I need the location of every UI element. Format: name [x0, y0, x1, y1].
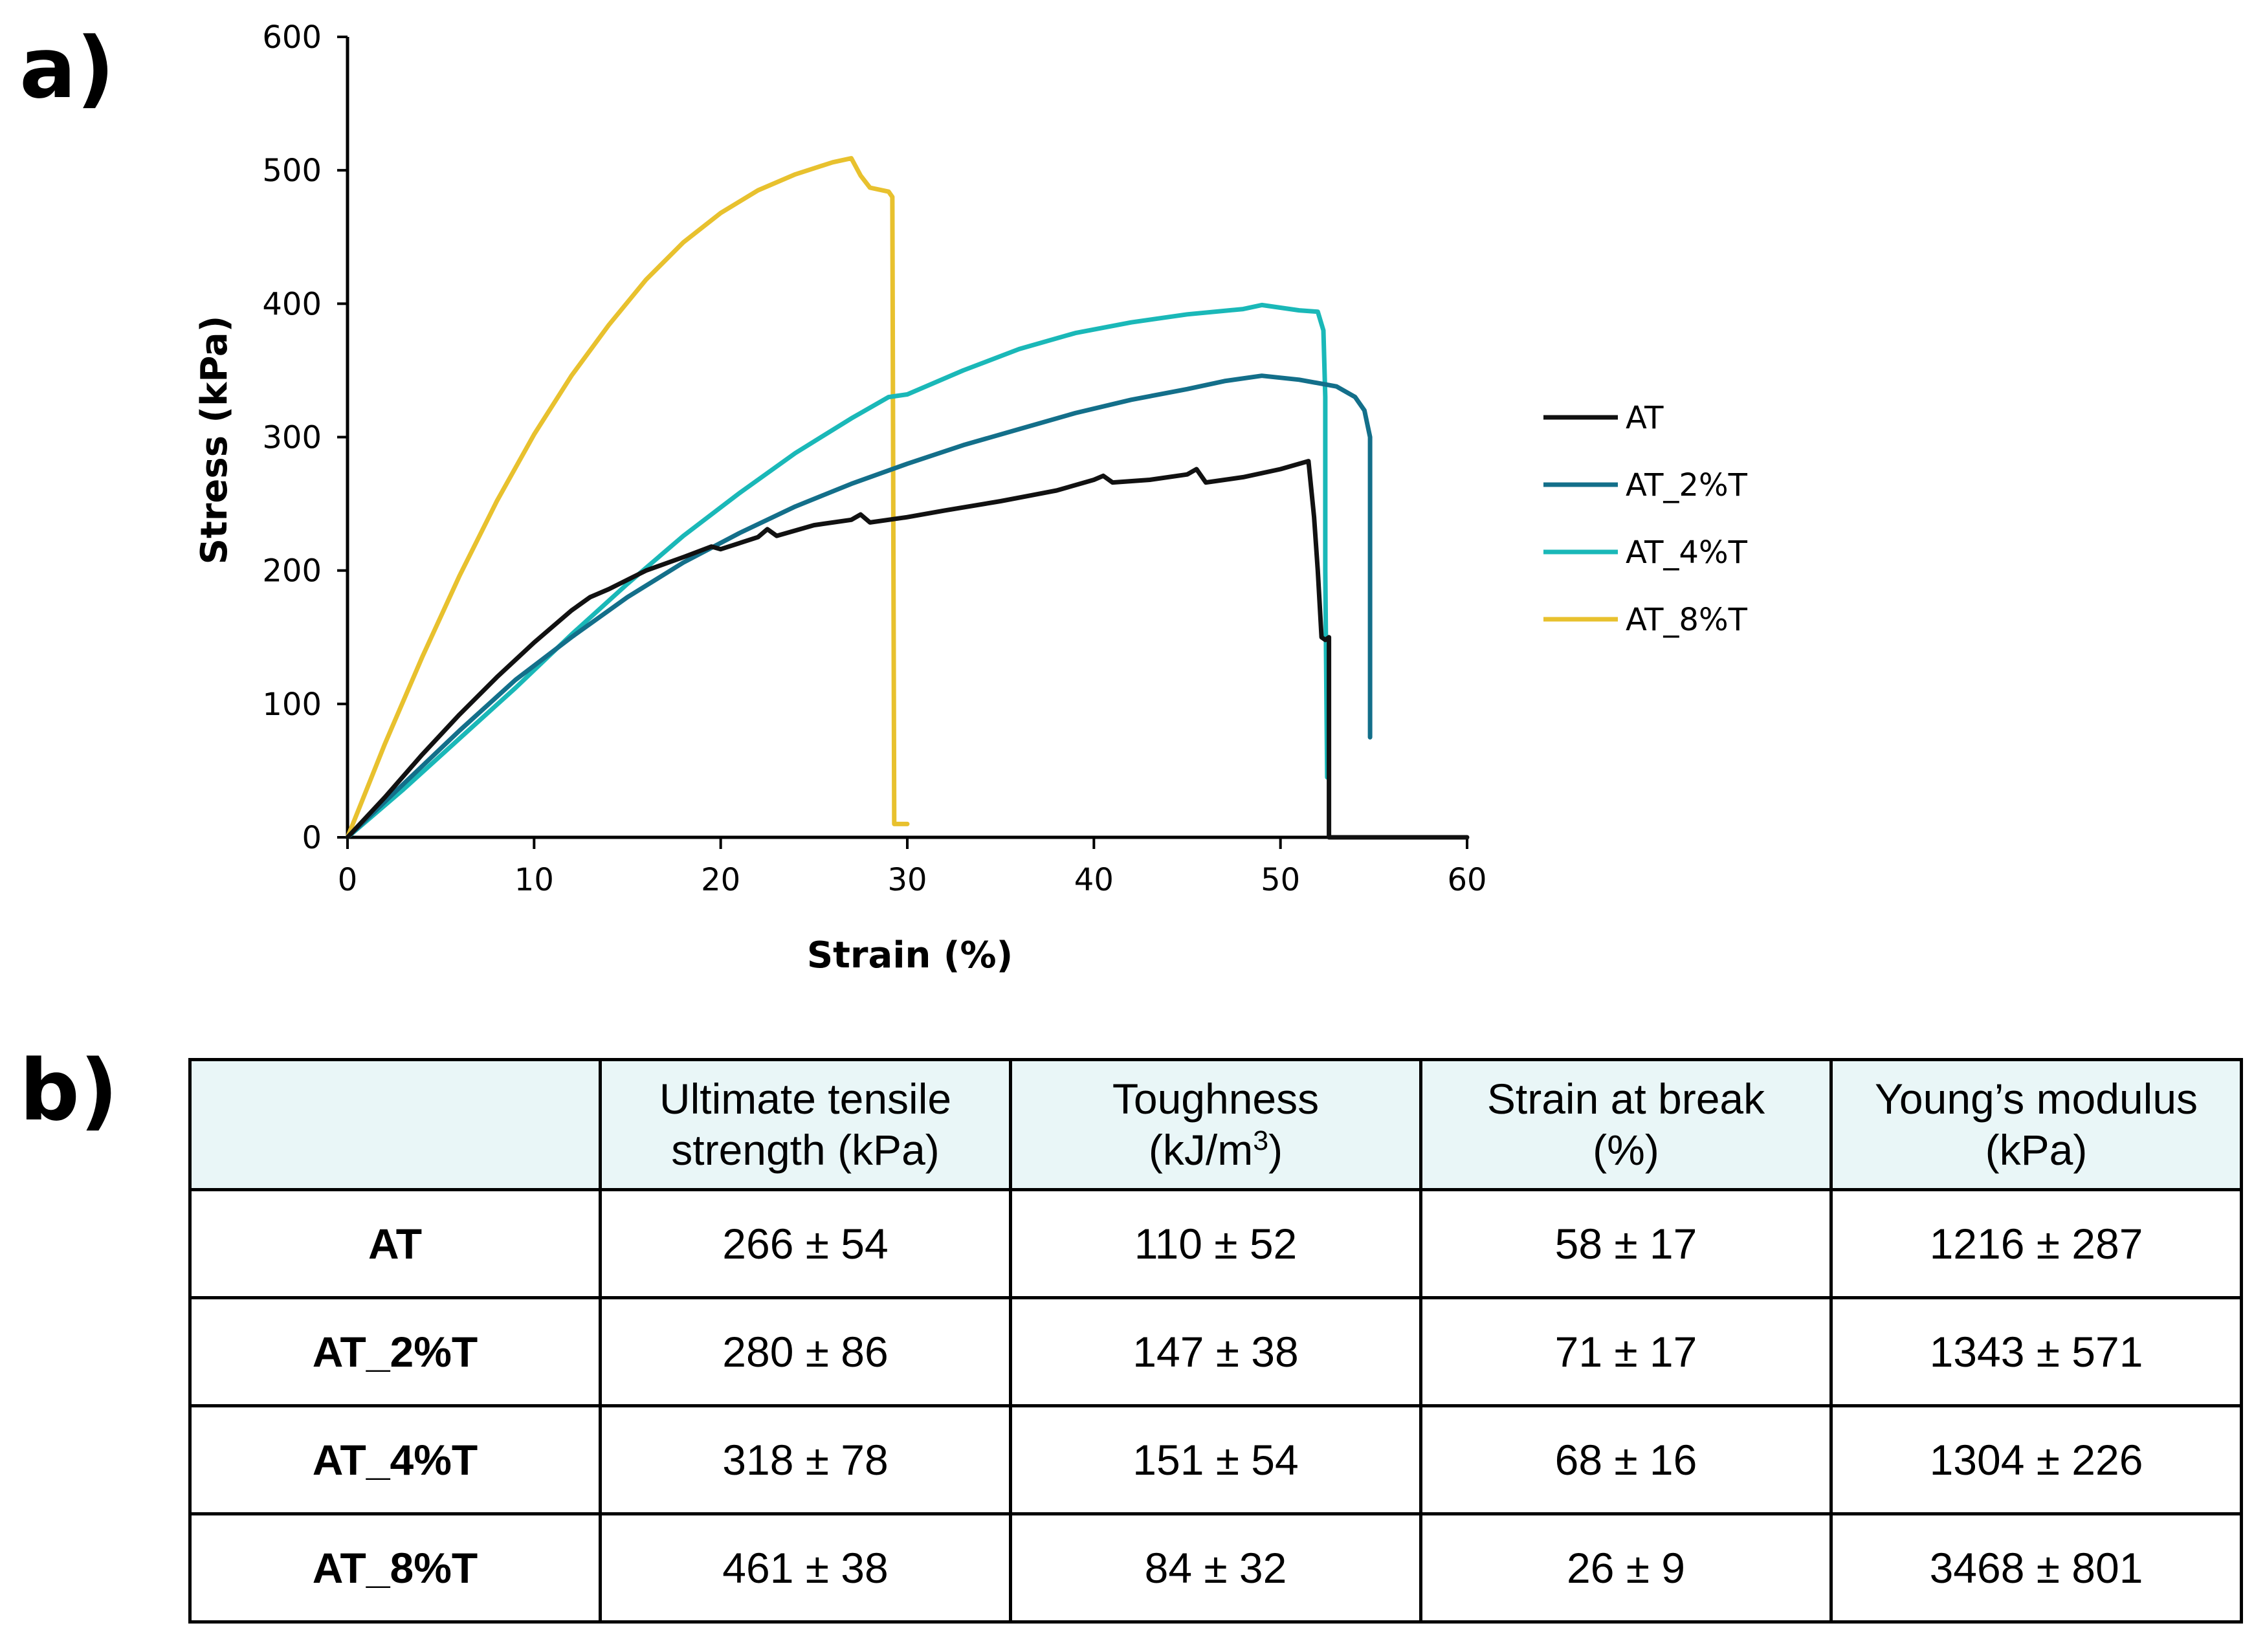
- table-cell: 1216 ± 287: [1829, 1188, 2243, 1299]
- table-cell: 110 ± 52: [1009, 1188, 1422, 1299]
- y-tick-label: 300: [262, 420, 322, 456]
- x-tick-label: 40: [1074, 862, 1114, 898]
- table-cell: 26 ± 9: [1419, 1512, 1833, 1624]
- chart-axes: 0 100 200 300 400 500 600 0 10 20 30 40 50 60: [262, 19, 1486, 898]
- table-row: AT_2%T 280 ± 86 147 ± 38 71 ± 17 1343 ± …: [188, 1296, 2243, 1407]
- y-tick-label: 600: [262, 19, 322, 56]
- table-cell: 266 ± 54: [599, 1188, 1012, 1299]
- table-cell: 1343 ± 571: [1829, 1296, 2243, 1407]
- table-header-youngs-modulus: Young’s modulus (kPa): [1829, 1058, 2243, 1191]
- series-line-at-8-t: [345, 156, 910, 840]
- panel-label-a: a): [19, 19, 115, 117]
- x-tick-label: 0: [338, 862, 358, 898]
- table-cell: 3468 ± 801: [1829, 1512, 2243, 1624]
- x-axis-title: Strain (%): [807, 934, 1013, 976]
- table-cell: 151 ± 54: [1009, 1404, 1422, 1515]
- row-label-at-4t: AT_4%T: [188, 1404, 602, 1515]
- table-cell: 1304 ± 226: [1829, 1404, 2243, 1515]
- x-tick-label: 50: [1261, 862, 1300, 898]
- table-cell: 318 ± 78: [599, 1404, 1012, 1515]
- y-tick-label: 100: [262, 687, 322, 723]
- table-header-empty: [188, 1058, 602, 1191]
- legend-label: AT_4%T: [1626, 534, 1748, 571]
- chart-series: [345, 156, 1470, 840]
- table-cell: 461 ± 38: [599, 1512, 1012, 1624]
- table-row: AT 266 ± 54 110 ± 52 58 ± 17 1216 ± 287: [188, 1188, 2243, 1299]
- series-line-at: [345, 459, 1470, 840]
- table-row: AT_4%T 318 ± 78 151 ± 54 68 ± 16 1304 ± …: [188, 1404, 2243, 1515]
- legend-label: AT_2%T: [1626, 467, 1748, 503]
- table-header-strain-at-break: Strain at break (%): [1419, 1058, 1833, 1191]
- x-tick-label: 20: [701, 862, 740, 898]
- row-label-at: AT: [188, 1188, 602, 1299]
- series-line-at-4-t: [345, 302, 1330, 840]
- table-header-toughness: Toughness (kJ/m3): [1009, 1058, 1422, 1191]
- stress-strain-chart: 0 100 200 300 400 500 600 0 10 20 30 40 50 60 AT AT_2%…: [193, 19, 1748, 976]
- table-cell: 84 ± 32: [1009, 1512, 1422, 1624]
- table-cell: 280 ± 86: [599, 1296, 1012, 1407]
- table-header-row: Ultimate tensile strength (kPa) Toughnes…: [188, 1058, 2243, 1191]
- chart-legend: AT AT_2%T AT_4%T AT_8%T: [1543, 400, 1748, 638]
- panel-label-b: b): [19, 1041, 118, 1140]
- x-tick-label: 30: [887, 862, 927, 898]
- row-label-at-8t: AT_8%T: [188, 1512, 602, 1624]
- y-tick-label: 0: [302, 820, 322, 856]
- table-header-uts: Ultimate tensile strength (kPa): [599, 1058, 1012, 1191]
- y-tick-label: 400: [262, 286, 322, 322]
- table-cell: 71 ± 17: [1419, 1296, 1833, 1407]
- table-cell: 68 ± 16: [1419, 1404, 1833, 1515]
- x-tick-label: 10: [514, 862, 554, 898]
- series-line-at-2-t: [345, 373, 1373, 840]
- table-row: AT_8%T 461 ± 38 84 ± 32 26 ± 9 3468 ± 80…: [188, 1512, 2243, 1624]
- table-cell: 58 ± 17: [1419, 1188, 1833, 1299]
- row-label-at-2t: AT_2%T: [188, 1296, 602, 1407]
- x-tick-label: 60: [1447, 862, 1486, 898]
- y-tick-label: 500: [262, 153, 322, 189]
- legend-label: AT: [1626, 400, 1664, 436]
- y-tick-label: 200: [262, 553, 322, 589]
- legend-label: AT_8%T: [1626, 602, 1748, 638]
- y-axis-title: Stress (kPa): [193, 316, 236, 565]
- mechanical-properties-table: Ultimate tensile strength (kPa) Toughnes…: [188, 1058, 2243, 1624]
- table-cell: 147 ± 38: [1009, 1296, 1422, 1407]
